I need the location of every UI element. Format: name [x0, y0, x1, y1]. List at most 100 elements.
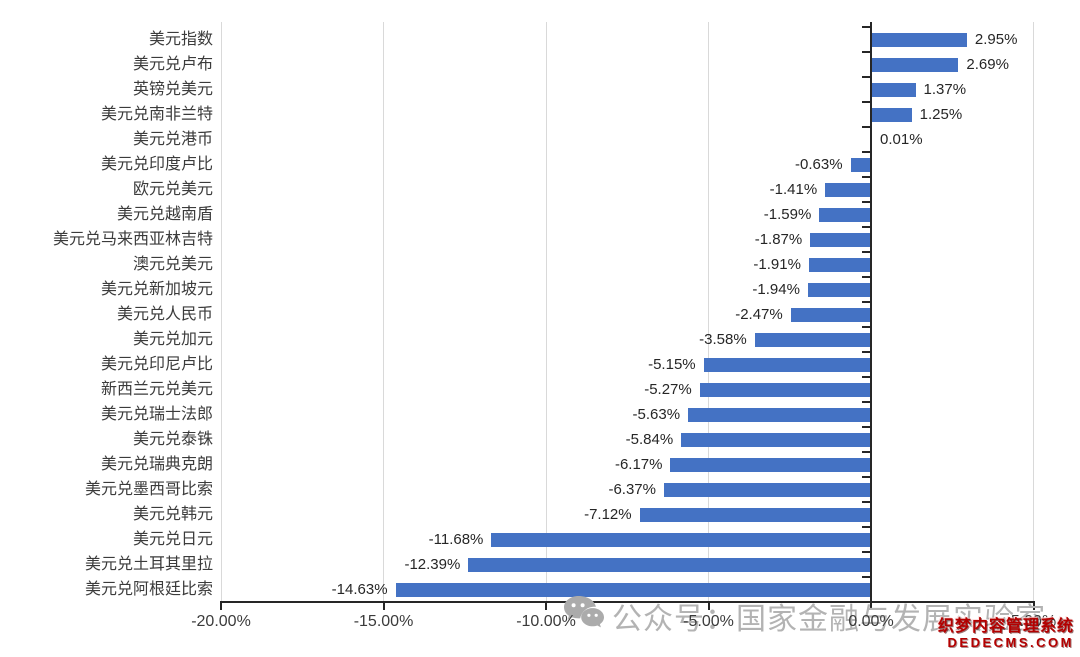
bar — [681, 432, 871, 447]
gridline — [545, 22, 547, 602]
category-label: 美元兑墨西哥比索 — [84, 481, 213, 498]
x-axis-tick — [707, 601, 710, 610]
category-axis-tick — [862, 426, 871, 428]
category-axis-tick — [862, 501, 871, 503]
bar — [703, 357, 871, 372]
bar — [670, 457, 871, 472]
category-label: 美元兑人民币 — [116, 306, 213, 323]
value-label: -5.84% — [625, 431, 674, 448]
bar — [639, 507, 871, 522]
x-tick-label: -10.00% — [516, 613, 576, 630]
x-tick-label: 5.00% — [1010, 613, 1057, 630]
gridline — [1033, 22, 1034, 602]
category-axis-tick — [862, 26, 871, 28]
bar — [810, 232, 871, 247]
value-label: -12.39% — [404, 556, 461, 573]
category-label: 美元兑卢布 — [132, 56, 213, 73]
bar — [688, 407, 871, 422]
gridline — [383, 22, 384, 602]
category-label: 美元兑瑞士法郎 — [100, 406, 213, 423]
value-label: -5.63% — [632, 406, 681, 423]
category-axis-tick — [862, 101, 871, 103]
dedecms-cn-text: 织梦内容管理系统 — [937, 618, 1074, 635]
wechat-watermark: 公众号：国家金融与发展实验室 — [563, 594, 1046, 638]
wechat-icon — [563, 595, 605, 637]
bar — [395, 582, 871, 597]
bar — [871, 57, 959, 72]
x-axis-line — [221, 601, 1035, 603]
gridline — [708, 22, 709, 602]
category-label: 美元兑韩元 — [132, 506, 213, 523]
value-label: -6.17% — [614, 456, 663, 473]
bar — [491, 532, 871, 547]
category-axis-tick — [862, 51, 871, 53]
bar — [825, 182, 871, 197]
category-axis-tick — [862, 201, 871, 203]
category-axis-tick — [862, 76, 871, 78]
value-label: 1.25% — [919, 106, 963, 123]
x-tick-label: -20.00% — [191, 613, 251, 630]
category-axis-tick — [862, 451, 871, 453]
category-axis-tick — [862, 251, 871, 253]
value-label: -0.63% — [795, 156, 843, 173]
zero-axis-line — [870, 22, 872, 602]
x-axis-tick — [870, 601, 872, 610]
category-axis-tick — [862, 326, 871, 328]
value-label: -3.58% — [699, 331, 747, 348]
category-label: 美元兑土耳其里拉 — [84, 556, 213, 573]
category-label: 美元兑马来西亚林吉特 — [52, 231, 213, 248]
category-axis-tick — [862, 276, 871, 278]
category-axis-tick — [862, 151, 871, 153]
value-label: -11.68% — [428, 531, 484, 548]
category-label: 新西兰元兑美元 — [100, 381, 213, 398]
gridline — [220, 22, 222, 602]
category-axis-tick — [862, 526, 871, 528]
category-axis-tick — [862, 476, 871, 478]
category-label: 美元兑南非兰特 — [100, 106, 213, 123]
category-label: 美元兑泰铢 — [132, 431, 213, 448]
value-label: -2.47% — [735, 306, 783, 323]
x-tick-label: -5.00% — [683, 613, 734, 630]
category-axis-tick — [862, 576, 871, 578]
value-label: -6.37% — [608, 481, 656, 498]
value-label: 0.01% — [880, 131, 923, 148]
category-label: 美元指数 — [148, 31, 213, 48]
dedecms-url-text: DEDECMS.COM — [947, 634, 1074, 650]
value-label: -1.87% — [754, 231, 803, 248]
value-label: -14.63% — [331, 581, 388, 598]
value-label: -5.15% — [648, 356, 696, 373]
category-label: 美元兑新加坡元 — [100, 281, 213, 298]
value-label: -7.12% — [584, 506, 632, 523]
value-label: -1.41% — [769, 181, 818, 198]
category-label: 美元兑印尼卢比 — [100, 356, 213, 373]
x-axis-tick — [1032, 601, 1035, 610]
value-label: 2.95% — [974, 31, 1018, 48]
bar — [808, 257, 871, 272]
x-tick-label: 0.00% — [848, 613, 894, 630]
bar — [754, 332, 871, 347]
bar — [468, 557, 871, 572]
bar — [871, 82, 916, 97]
category-label: 澳元兑美元 — [132, 256, 213, 273]
value-label: 2.69% — [966, 56, 1009, 73]
category-axis-tick — [862, 226, 871, 228]
value-label: -1.59% — [763, 206, 812, 223]
category-label: 欧元兑美元 — [132, 181, 213, 198]
dedecms-watermark: 织梦内容管理系统 DEDECMS.COM — [938, 618, 1074, 650]
category-axis-tick — [862, 351, 871, 353]
bar — [871, 107, 912, 122]
category-label: 英镑兑美元 — [132, 81, 213, 98]
category-axis-tick — [862, 551, 871, 553]
x-axis-tick — [220, 601, 222, 610]
category-label: 美元兑印度卢比 — [100, 156, 213, 173]
value-label: 1.37% — [923, 81, 967, 98]
value-label: -1.91% — [753, 256, 801, 273]
category-axis-tick — [862, 176, 871, 178]
x-axis-tick — [382, 601, 385, 610]
category-axis-tick — [862, 301, 871, 303]
x-tick-label: -15.00% — [353, 613, 414, 630]
category-label: 美元兑日元 — [132, 531, 213, 548]
category-axis-tick — [862, 376, 871, 378]
bar — [790, 307, 871, 322]
